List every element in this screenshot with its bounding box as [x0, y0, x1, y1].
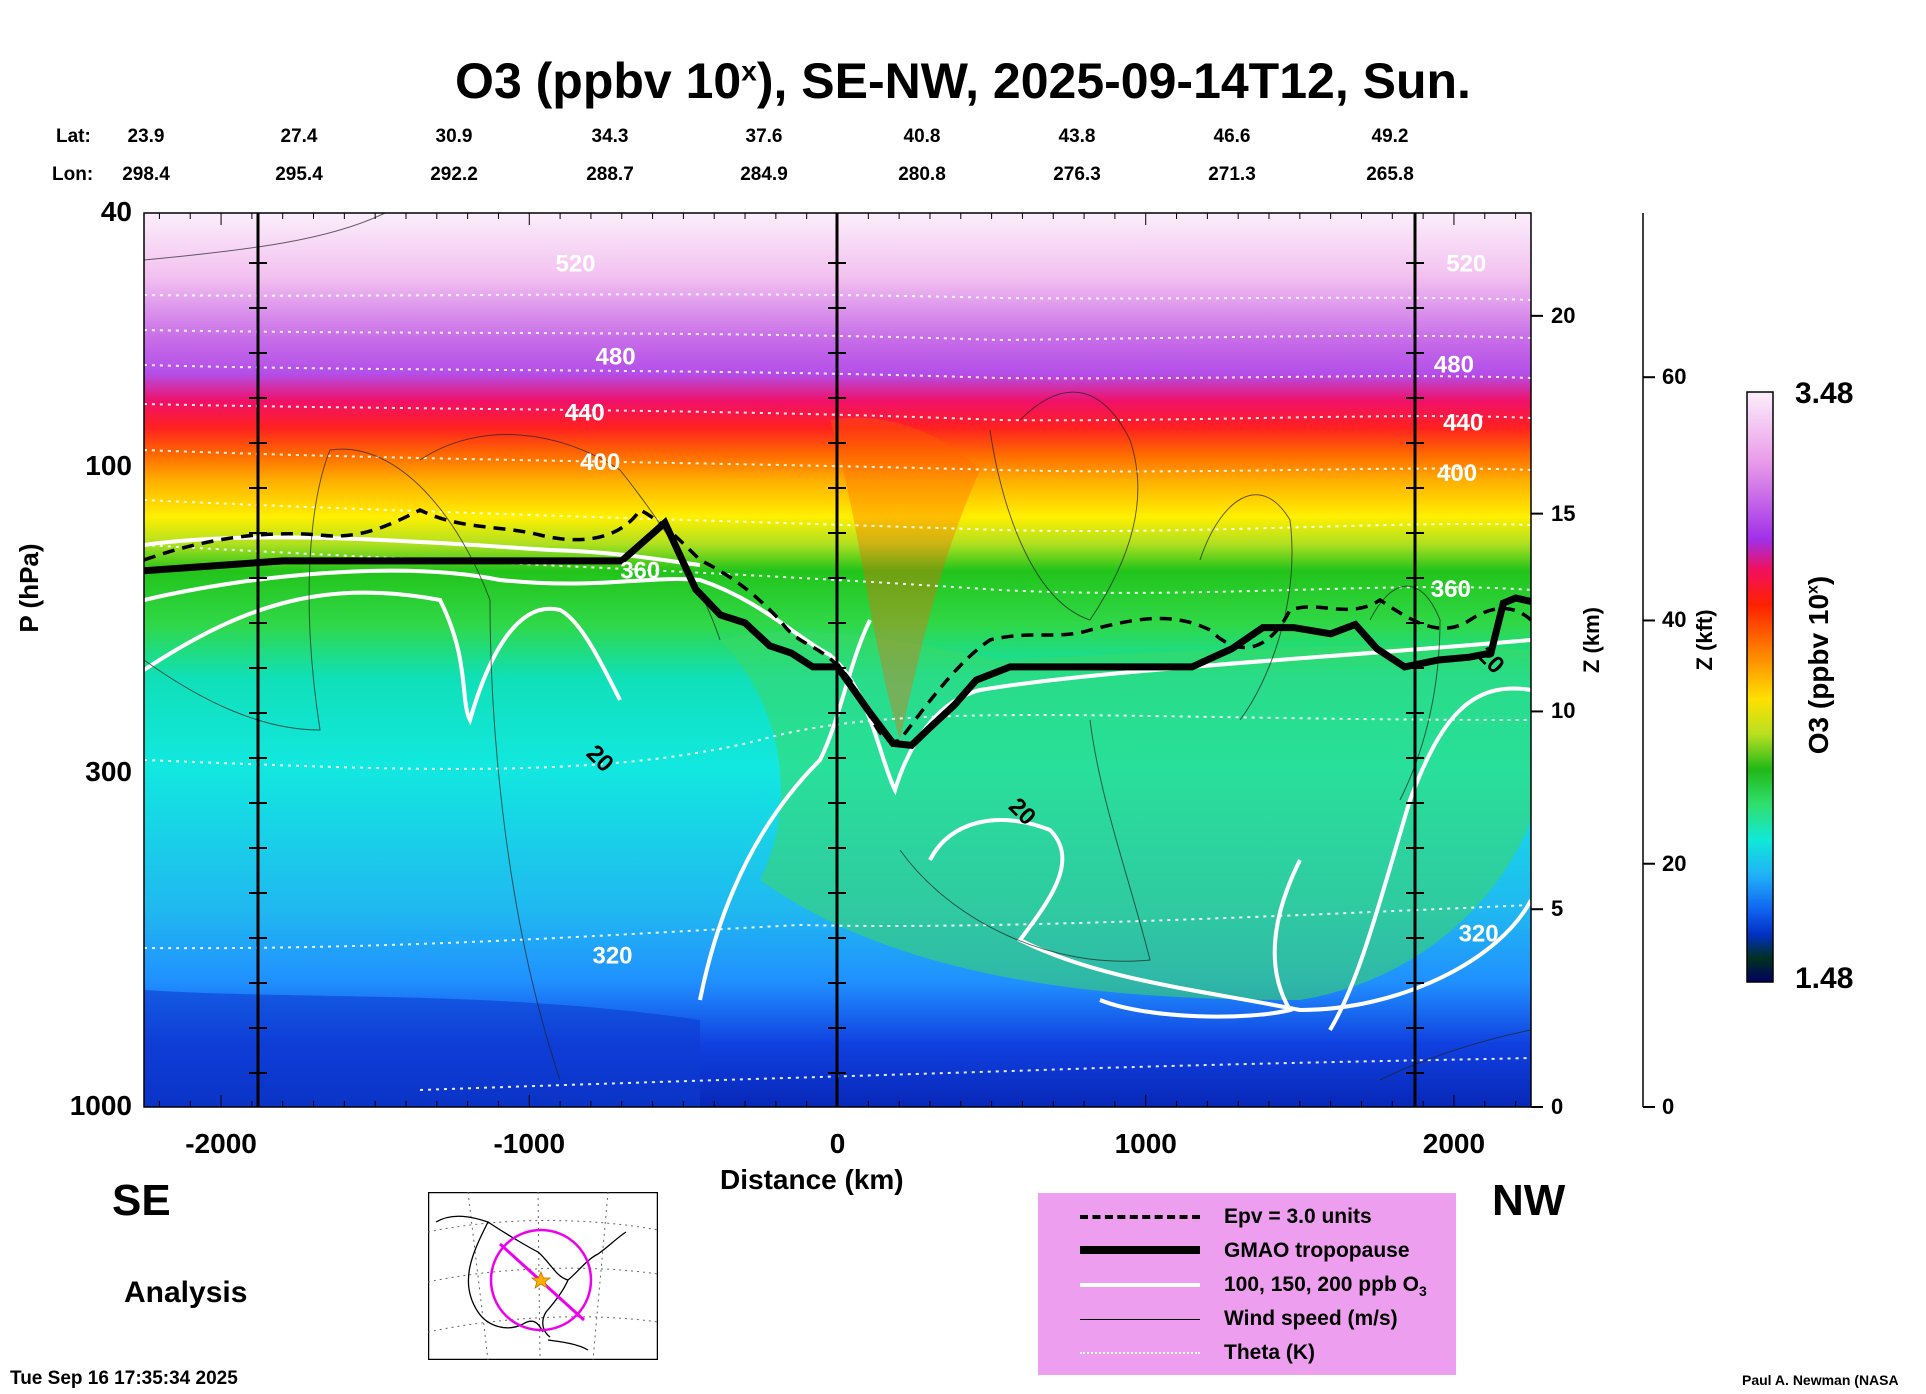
theta-label: 520	[1446, 251, 1486, 278]
map-coastline	[435, 1215, 627, 1338]
z-km-tick-label: 15	[1551, 500, 1576, 526]
map-center-star-icon	[530, 1270, 552, 1289]
y-tick-label: 300	[85, 755, 132, 787]
lat-value: 27.4	[280, 126, 318, 147]
legend-theta-swatch	[1080, 1352, 1200, 1354]
z-km-tick-label: 5	[1551, 896, 1564, 922]
theta-label: 320	[592, 943, 632, 970]
map-domain-circle	[489, 1228, 593, 1332]
y-tick-label: 40	[100, 196, 132, 227]
theta-label: 400	[1437, 460, 1477, 487]
colorbar	[1746, 391, 1774, 983]
legend-item-ozone: 100, 150, 200 ppb O3	[1038, 1269, 1456, 1301]
legend-epv-swatch	[1080, 1215, 1200, 1219]
lat-value: 40.8	[903, 126, 941, 147]
y-tick-label: 1000	[69, 1090, 132, 1121]
lon-value: 298.4	[122, 164, 170, 185]
legend-item-wind: Wind speed (m/s)	[1038, 1303, 1456, 1335]
theta-label: 320	[1459, 920, 1499, 947]
direction-right: NW	[1492, 1176, 1566, 1225]
x-tick-label: 1000	[1114, 1128, 1177, 1159]
ozone-contours	[144, 535, 1531, 1032]
credit: Paul A. Newman (NASA	[1742, 1372, 1899, 1388]
analysis-label: Analysis	[124, 1276, 248, 1309]
colorbar-max: 3.48	[1795, 377, 1854, 410]
x-axis-title: Distance (km)	[720, 1164, 904, 1195]
lon-value: 295.4	[275, 164, 323, 185]
timestamp: Tue Sep 16 17:35:34 2025	[10, 1368, 238, 1389]
z-kft-axis	[1643, 376, 1655, 1108]
lat-value: 43.8	[1058, 126, 1096, 147]
z-km-tick-label: 20	[1551, 302, 1576, 328]
lon-value: 265.8	[1366, 164, 1414, 185]
legend-item-theta: Theta (K)	[1038, 1337, 1456, 1369]
theta-label: 360	[1431, 576, 1471, 603]
colorbar-min: 1.48	[1795, 962, 1854, 995]
z-km-title: Z (km)	[1579, 607, 1604, 673]
legend-ozone-label: 100, 150, 200 ppb O3	[1224, 1273, 1427, 1300]
tropopause-line	[144, 516, 1531, 750]
theta-labels: 520 480 440 400 360 320 520 480 440 400 360 320	[555, 251, 1498, 970]
lat-value: 46.6	[1213, 126, 1251, 147]
inset-map	[428, 1192, 658, 1360]
x-tick-label: 2000	[1422, 1128, 1486, 1159]
lat-value: 49.2	[1371, 126, 1409, 147]
y-tick-label: 100	[85, 450, 132, 482]
colorbar-title: O3 (ppbv 10x)	[1803, 575, 1834, 755]
z-kft-tick-label: 20	[1662, 850, 1687, 876]
ozone-low-layer	[144, 990, 700, 1107]
legend: Epv = 3.0 units GMAO tropopause 100, 150…	[1038, 1193, 1456, 1375]
legend-tropopause-label: GMAO tropopause	[1224, 1239, 1410, 1262]
lat-value: 30.9	[435, 126, 473, 147]
x-tick-label: -1000	[493, 1128, 566, 1159]
z-km-tick-label: 10	[1551, 698, 1576, 724]
z-km-axis	[1531, 314, 1543, 1108]
lon-label: Lon:	[52, 164, 94, 185]
theta-lines	[144, 293, 1531, 1091]
x-tick-label: -2000	[185, 1128, 257, 1159]
lon-value: 276.3	[1053, 164, 1101, 185]
lat-label: Lat:	[56, 126, 91, 147]
theta-label: 400	[580, 449, 620, 476]
lon-value: 284.9	[740, 164, 788, 185]
legend-item-tropopause: GMAO tropopause	[1038, 1235, 1456, 1267]
theta-label: 480	[596, 343, 636, 370]
z-kft-tick-label: 40	[1662, 607, 1687, 633]
lon-value: 280.8	[898, 164, 946, 185]
lat-value: 34.3	[591, 126, 629, 147]
lat-value: 23.9	[127, 126, 165, 147]
lon-value: 288.7	[586, 164, 634, 185]
x-tick-label: 0	[829, 1128, 846, 1159]
z-km-tick-label: 0	[1551, 1094, 1564, 1119]
wind-speed-lines	[144, 213, 1531, 1081]
theta-label: 520	[555, 251, 595, 278]
theta-label: 360	[620, 558, 660, 585]
z-kft-tick-label: 0	[1662, 1094, 1675, 1119]
chart-title: O3 (ppbv 10x), SE-NW, 2025-09-14T12, Sun…	[455, 53, 1471, 109]
legend-wind-swatch	[1080, 1319, 1200, 1320]
theta-label: 480	[1434, 351, 1474, 378]
z-kft-tick-label: 60	[1662, 364, 1687, 390]
ozone-fold	[830, 417, 980, 740]
frame-minor-ticks	[158, 213, 1517, 1107]
legend-tropopause-swatch	[1080, 1246, 1200, 1254]
z-kft-title: Z (kft)	[1692, 609, 1717, 671]
legend-ozone-swatch	[1080, 1283, 1200, 1287]
theta-label: 440	[565, 399, 605, 426]
legend-wind-label: Wind speed (m/s)	[1224, 1307, 1398, 1330]
ozone-green-lobe	[720, 631, 1531, 1000]
legend-theta-label: Theta (K)	[1224, 1341, 1315, 1364]
direction-left: SE	[112, 1176, 171, 1225]
lon-value: 271.3	[1208, 164, 1256, 185]
ref-line-ticks	[249, 262, 1424, 1074]
y-axis-title: P (hPa)	[14, 543, 44, 633]
lat-value: 37.6	[745, 126, 783, 147]
theta-label: 440	[1443, 409, 1483, 436]
lon-value: 292.2	[430, 164, 478, 185]
legend-epv-label: Epv = 3.0 units	[1224, 1205, 1372, 1228]
legend-item-epv: Epv = 3.0 units	[1038, 1201, 1456, 1233]
